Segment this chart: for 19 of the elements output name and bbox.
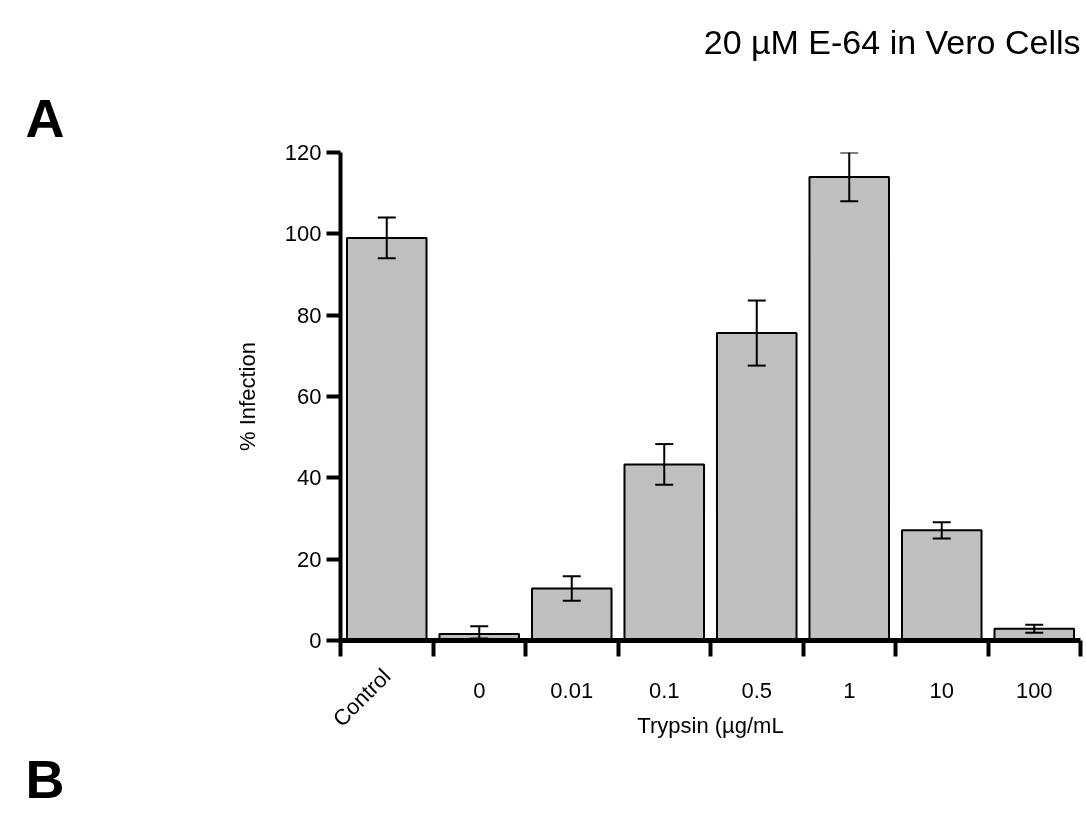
- y-tick-label: 40: [297, 465, 322, 491]
- x-tick-label: 100: [1015, 677, 1053, 703]
- y-tick-label: 100: [284, 221, 322, 247]
- y-tick-label: 80: [297, 302, 322, 328]
- x-tick-label: 0.1: [648, 677, 680, 703]
- x-tick-label: 1: [843, 677, 856, 703]
- y-tick-label: 120: [284, 140, 322, 165]
- y-tick-label: 60: [297, 384, 322, 409]
- text: B: [25, 748, 65, 809]
- y-axis-title: % Infection: [234, 342, 260, 451]
- x-axis-title: Trypsin (µg/mL: [637, 713, 784, 739]
- y-tick-label: 20: [297, 546, 322, 572]
- x-tick-label: 0.5: [741, 677, 773, 703]
- x-tick-label: 0.01: [550, 677, 594, 703]
- text: A: [25, 87, 65, 148]
- x-tick-label: 0: [473, 677, 486, 703]
- y-tick-label: 0: [309, 628, 322, 653]
- chart-title: 20 µM E-64 in Vero Cells: [703, 22, 1081, 61]
- x-tick-label: 10: [929, 677, 954, 703]
